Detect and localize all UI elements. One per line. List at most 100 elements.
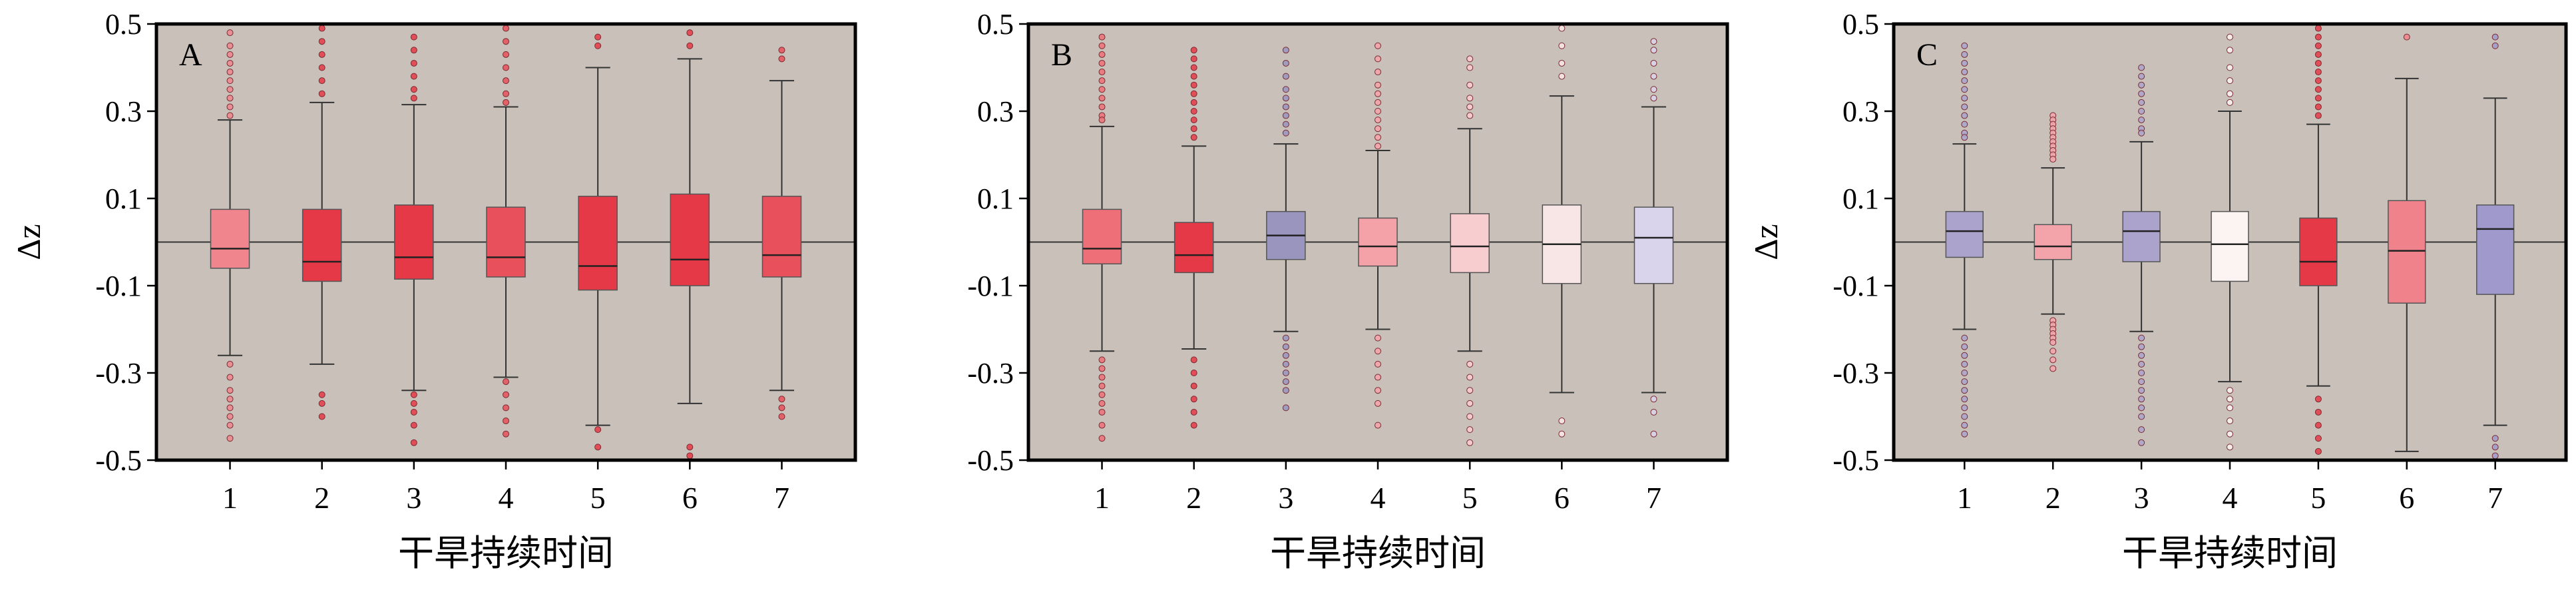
outlier-point bbox=[2403, 33, 2410, 41]
box-body bbox=[1082, 208, 1122, 264]
outlier-point bbox=[1961, 103, 1968, 111]
outlier-point bbox=[503, 51, 509, 58]
outlier-point bbox=[1375, 125, 1381, 133]
outlier-point bbox=[226, 374, 234, 381]
y-tick-label: -0.1 bbox=[967, 270, 1014, 302]
box-4 bbox=[2211, 33, 2249, 451]
outlier-point bbox=[1961, 112, 1968, 119]
outlier-point bbox=[686, 29, 694, 37]
box-body bbox=[486, 206, 526, 278]
outlier-point bbox=[2314, 103, 2322, 111]
outlier-point bbox=[2314, 51, 2322, 58]
outlier-point bbox=[1650, 86, 1657, 93]
outlier-point bbox=[1961, 370, 1968, 376]
outlier-point bbox=[226, 396, 234, 403]
outlier-point bbox=[2138, 343, 2145, 350]
outlier-point bbox=[1961, 430, 1968, 438]
x-tick-label: 2 bbox=[2045, 481, 2061, 515]
outlier-point bbox=[2227, 443, 2233, 451]
box-body bbox=[2034, 224, 2072, 260]
outlier-point bbox=[226, 360, 234, 368]
outlier-point bbox=[503, 64, 509, 71]
outlier-point bbox=[1098, 382, 1106, 390]
x-axis-label: 干旱持续时间 bbox=[398, 533, 614, 573]
outlier-point bbox=[2227, 99, 2233, 106]
outlier-point bbox=[2138, 396, 2145, 403]
outlier-point bbox=[2138, 108, 2145, 115]
box-2 bbox=[302, 25, 342, 420]
x-tick-label: 6 bbox=[682, 481, 698, 515]
outlier-point bbox=[778, 55, 785, 63]
box-1 bbox=[1945, 42, 1984, 438]
outlier-point bbox=[1558, 73, 1566, 80]
y-tick-label: 0.1 bbox=[977, 182, 1014, 215]
outlier-point bbox=[2314, 408, 2322, 416]
outlier-point bbox=[2138, 64, 2145, 71]
plot-frame bbox=[154, 22, 857, 462]
x-tick-label: 2 bbox=[1186, 481, 1201, 515]
outlier-point bbox=[2314, 86, 2322, 93]
outlier-point bbox=[2138, 404, 2145, 412]
outlier-point bbox=[2049, 339, 2057, 346]
x-tick-label: 4 bbox=[2223, 481, 2238, 515]
outlier-point bbox=[2314, 112, 2322, 119]
outlier-point bbox=[1190, 422, 1197, 429]
outlier-point bbox=[1190, 125, 1197, 133]
outlier-point bbox=[1190, 55, 1197, 63]
outlier-point bbox=[2227, 64, 2233, 71]
y-tick-label: -0.3 bbox=[967, 357, 1014, 390]
x-tick-label: 7 bbox=[1646, 481, 1661, 515]
outlier-point bbox=[318, 391, 325, 398]
outlier-point bbox=[1466, 103, 1474, 111]
outlier-point bbox=[2227, 47, 2233, 54]
outlier-point bbox=[1961, 77, 1968, 85]
outlier-point bbox=[1375, 360, 1381, 368]
outlier-point bbox=[1098, 42, 1106, 49]
x-tick-label: 7 bbox=[2487, 481, 2503, 515]
outlier-point bbox=[1282, 378, 1289, 386]
outlier-point bbox=[2138, 352, 2145, 359]
outlier-point bbox=[1098, 86, 1106, 93]
box-body bbox=[2299, 217, 2338, 286]
outlier-point bbox=[1650, 430, 1657, 438]
outlier-point bbox=[1190, 73, 1197, 80]
x-tick-label: 1 bbox=[222, 481, 238, 515]
outlier-point bbox=[226, 42, 234, 49]
y-tick-label: -0.1 bbox=[1832, 270, 1879, 302]
outlier-point bbox=[1190, 47, 1197, 54]
outlier-point bbox=[1375, 134, 1381, 141]
outlier-point bbox=[1961, 404, 1968, 412]
box-7 bbox=[1633, 38, 1674, 438]
box-body bbox=[578, 195, 618, 291]
outlier-point bbox=[1961, 95, 1968, 102]
box-body bbox=[1633, 206, 1674, 284]
outlier-point bbox=[2138, 378, 2145, 386]
outlier-point bbox=[410, 391, 417, 398]
box-2 bbox=[1174, 47, 1214, 429]
outlier-point bbox=[1961, 387, 1968, 394]
outlier-point bbox=[2227, 387, 2233, 394]
outlier-point bbox=[2314, 33, 2322, 41]
x-axis-label: 干旱持续时间 bbox=[1270, 533, 1486, 573]
outlier-point bbox=[1282, 121, 1289, 128]
outlier-point bbox=[1961, 86, 1968, 93]
outlier-point bbox=[2314, 396, 2322, 403]
outlier-point bbox=[594, 426, 602, 434]
y-tick-label: 0.3 bbox=[1842, 95, 1879, 128]
panel-C: 1 2 3 4 5 6 7 0.5 0.3 0.1 -0.1 -0.3 -0.5 C 干旱持续时间 Δz bbox=[1747, 8, 2568, 573]
outlier-point bbox=[226, 69, 234, 76]
outlier-point bbox=[1282, 129, 1289, 137]
outlier-point bbox=[1466, 81, 1474, 89]
outlier-point bbox=[1098, 117, 1106, 124]
outlier-point bbox=[1190, 81, 1197, 89]
outlier-point bbox=[1466, 439, 1474, 446]
outlier-point bbox=[2314, 42, 2322, 49]
outlier-point bbox=[226, 413, 234, 420]
outlier-point bbox=[2049, 356, 2057, 364]
y-tick-label: -0.5 bbox=[1832, 444, 1879, 477]
outlier-point bbox=[1098, 356, 1106, 364]
outlier-point bbox=[1961, 396, 1968, 403]
outlier-point bbox=[778, 47, 785, 54]
outlier-point bbox=[2138, 73, 2145, 80]
outlier-point bbox=[1098, 69, 1106, 76]
